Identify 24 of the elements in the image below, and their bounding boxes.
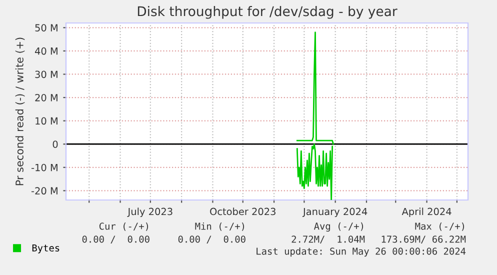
y-tick-label: -20 M: [31, 187, 58, 195]
y-tick-label: 20 M: [35, 94, 58, 102]
x-tick-label: October 2023: [210, 208, 276, 216]
y-tick-label: 50 M: [35, 24, 58, 32]
y-tick-label: 0: [52, 140, 58, 148]
chart-title: Disk throughput for /dev/sdag - by year: [138, 6, 398, 19]
legend-label: Bytes: [32, 244, 60, 254]
x-tick-label: April 2024: [402, 208, 452, 218]
y-tick-label: 40 M: [34, 47, 58, 55]
text: Min (-/+): [195, 222, 244, 231]
y-tick-label: -10 M: [31, 164, 58, 172]
text: 0.00 / 0.00: [178, 236, 246, 244]
y-tick-label: 30 M: [35, 70, 58, 78]
text: Avg (-/+): [314, 222, 364, 232]
x-tick-label: January 2024: [302, 208, 368, 218]
text: 173.69M/ 66.22M: [382, 236, 466, 244]
text: Last update: Sun May 26 00:00:06 2024: [256, 247, 466, 257]
x-tick-label: July 2023: [127, 208, 172, 218]
text: Max (-/+): [415, 222, 464, 231]
y-tick-label: 10 M: [36, 117, 58, 125]
text: 0.00 / 0.00: [82, 236, 150, 244]
text: 2.72M/ 1.04M: [292, 236, 365, 244]
text: Cur (-/+): [99, 222, 148, 231]
y-axis-title: Pr second read (-) / write (+): [15, 38, 25, 186]
